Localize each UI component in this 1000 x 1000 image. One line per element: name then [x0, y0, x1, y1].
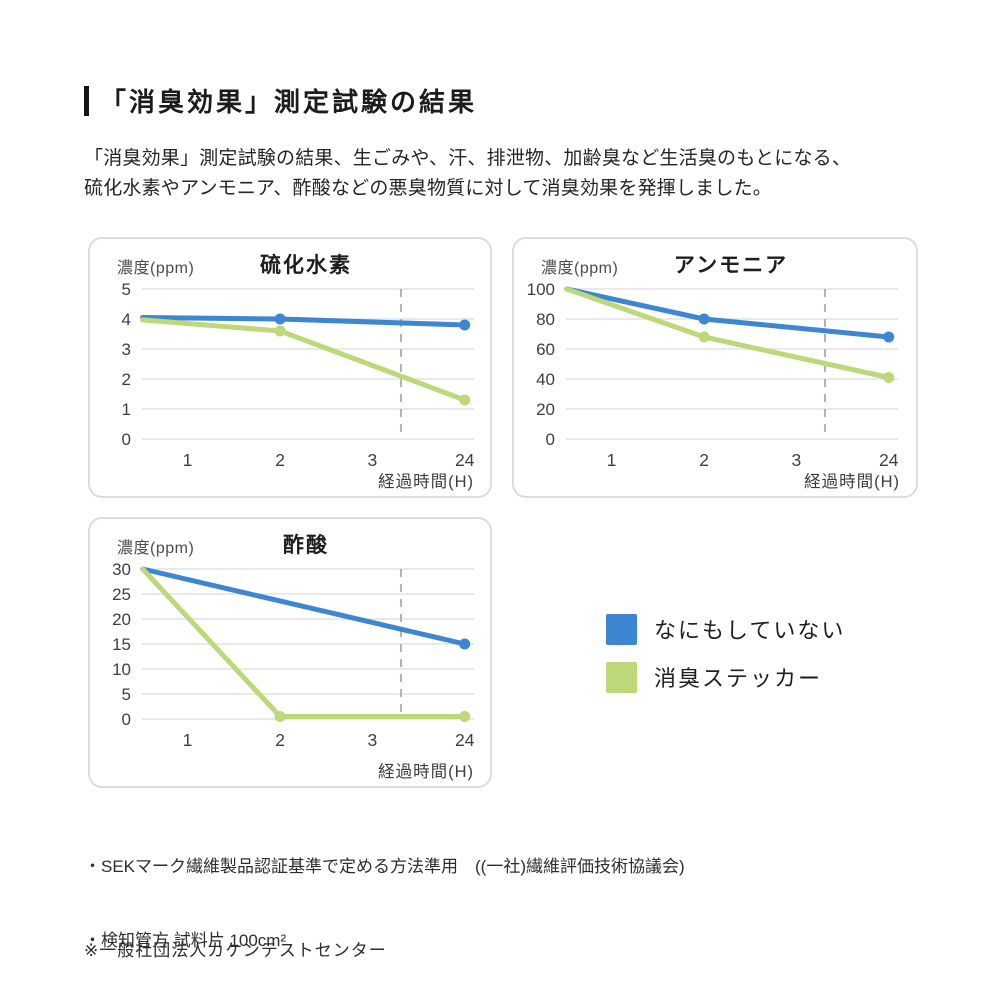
x-axis-label: 経過時間(H) — [378, 473, 474, 491]
svg-text:0: 0 — [546, 430, 555, 449]
line-plot: 0 20 40 60 80 100 1 2 3 24 — [527, 283, 899, 470]
source-note: ※一般社団法人カケンテストセンター — [84, 941, 387, 960]
chart-title: アンモニア — [673, 254, 789, 277]
svg-text:20: 20 — [536, 400, 555, 419]
svg-text:5: 5 — [122, 283, 131, 299]
svg-text:2: 2 — [275, 450, 285, 470]
page-title: 「消臭効果」測定試験の結果 — [100, 87, 478, 117]
chart-title: 硫化水素 — [260, 254, 352, 277]
svg-text:3: 3 — [368, 450, 378, 470]
line-plot: 0 5 10 15 20 25 30 1 2 3 24 — [112, 563, 475, 750]
svg-text:0: 0 — [122, 710, 131, 729]
legend-label: 消臭ステッカー — [654, 666, 823, 691]
legend-swatch-green — [606, 661, 637, 693]
svg-text:24: 24 — [455, 450, 475, 470]
y-axis-label: 濃度(ppm) — [117, 260, 195, 277]
svg-text:40: 40 — [536, 370, 555, 389]
svg-text:3: 3 — [792, 450, 802, 470]
y-axis-label: 濃度(ppm) — [541, 260, 619, 277]
description-line-2: 硫化水素やアンモニア、酢酸などの悪臭物質に対して消臭効果を発揮しました。 — [84, 178, 772, 200]
line-plot: 0 1 2 3 4 5 1 2 3 24 — [122, 283, 475, 470]
legend-item-untreated: なにもしていない — [606, 613, 845, 645]
svg-text:1: 1 — [183, 730, 193, 750]
legend-label: なにもしていない — [654, 618, 846, 643]
x-axis-label: 経過時間(H) — [378, 763, 474, 781]
svg-text:15: 15 — [112, 635, 131, 654]
description: 「消臭効果」測定試験の結果、生ごみや、汗、排泄物、加齢臭など生活臭のもとになる、… — [84, 144, 851, 204]
svg-text:24: 24 — [455, 730, 475, 750]
chart-ammonia: 濃度(ppm) アンモニア 0 20 40 60 80 100 1 2 3 24 経過時間(H) — [512, 237, 918, 498]
footnote-line: ・検知管方 試料片 100cm² — [84, 931, 287, 951]
svg-text:4: 4 — [122, 310, 131, 329]
svg-text:1: 1 — [122, 400, 131, 419]
legend: なにもしていない 消臭ステッカー — [606, 613, 845, 709]
svg-text:10: 10 — [112, 660, 131, 679]
svg-text:100: 100 — [527, 283, 555, 299]
svg-text:0: 0 — [122, 430, 131, 449]
svg-text:2: 2 — [699, 450, 709, 470]
page-header: 「消臭効果」測定試験の結果 — [84, 82, 477, 119]
svg-text:2: 2 — [122, 370, 131, 389]
svg-text:60: 60 — [536, 340, 555, 359]
legend-item-deodorant-sticker: 消臭ステッカー — [606, 661, 845, 693]
chart-hydrogen-sulfide: 濃度(ppm) 硫化水素 0 1 2 3 4 5 1 2 3 24 経過時間(H) — [88, 237, 492, 498]
footnotes: ・SEKマーク繊維製品認証基準で定める方法準用 ((一社)繊維評価技術協議会) … — [84, 806, 760, 1000]
chart-acetic-acid: 濃度(ppm) 酢酸 0 5 10 15 20 25 30 1 2 3 24 経過時間(H) — [88, 517, 492, 788]
svg-text:80: 80 — [536, 310, 555, 329]
svg-text:30: 30 — [112, 563, 131, 579]
svg-text:25: 25 — [112, 585, 131, 604]
svg-text:2: 2 — [275, 730, 285, 750]
svg-text:24: 24 — [879, 450, 899, 470]
svg-text:3: 3 — [368, 730, 378, 750]
svg-text:1: 1 — [607, 450, 617, 470]
chart-title: 酢酸 — [283, 534, 329, 557]
description-line-1: 「消臭効果」測定試験の結果、生ごみや、汗、排泄物、加齢臭など生活臭のもとになる、 — [84, 148, 852, 169]
svg-text:20: 20 — [112, 610, 131, 629]
svg-text:3: 3 — [122, 340, 131, 359]
svg-text:5: 5 — [122, 685, 131, 704]
svg-text:1: 1 — [183, 450, 193, 470]
title-accent-bar — [84, 85, 89, 116]
x-axis-label: 経過時間(H) — [804, 473, 900, 491]
y-axis-label: 濃度(ppm) — [117, 540, 195, 557]
legend-swatch-blue — [606, 613, 637, 645]
footnote-line: ・SEKマーク繊維製品認証基準で定める方法準用 ((一社)繊維評価技術協議会) — [84, 857, 685, 877]
